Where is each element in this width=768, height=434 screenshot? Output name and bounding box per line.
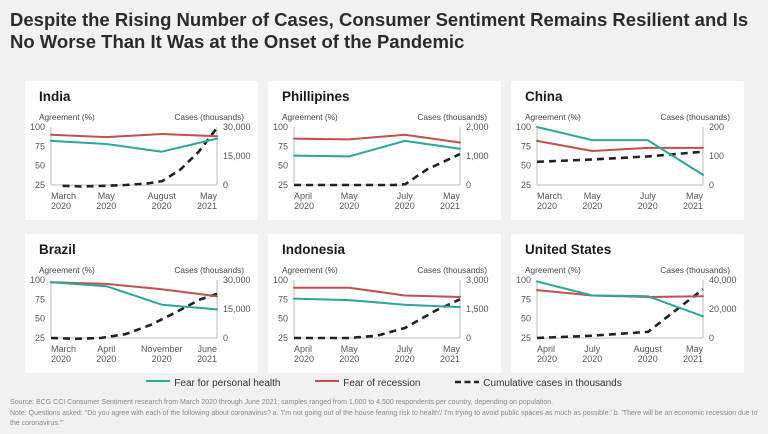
svg-text:2021: 2021 <box>440 201 460 211</box>
svg-text:May: May <box>584 191 602 201</box>
svg-text:15,000: 15,000 <box>223 151 251 161</box>
svg-text:2021: 2021 <box>197 354 217 364</box>
svg-text:2020: 2020 <box>582 354 602 364</box>
svg-text:July: July <box>397 344 414 354</box>
svg-text:2020: 2020 <box>152 354 172 364</box>
svg-text:2021: 2021 <box>683 354 703 364</box>
svg-text:75: 75 <box>521 294 531 304</box>
svg-text:100: 100 <box>273 275 288 285</box>
svg-text:75: 75 <box>278 141 288 151</box>
svg-text:0: 0 <box>466 333 471 343</box>
svg-text:2020: 2020 <box>537 201 557 211</box>
svg-text:50: 50 <box>278 161 288 171</box>
svg-text:April: April <box>537 344 555 354</box>
svg-text:25: 25 <box>35 180 45 190</box>
svg-text:May: May <box>686 344 704 354</box>
svg-text:April: April <box>97 344 115 354</box>
svg-text:2020: 2020 <box>339 354 359 364</box>
svg-text:2020: 2020 <box>339 201 359 211</box>
svg-text:May: May <box>200 191 218 201</box>
svg-text:25: 25 <box>278 333 288 343</box>
svg-text:May: May <box>341 191 359 201</box>
svg-text:July: July <box>397 191 414 201</box>
svg-text:March: March <box>51 344 76 354</box>
svg-text:100: 100 <box>516 122 531 132</box>
svg-text:75: 75 <box>35 294 45 304</box>
svg-text:0: 0 <box>223 333 228 343</box>
svg-text:2020: 2020 <box>395 354 415 364</box>
svg-text:100: 100 <box>30 275 45 285</box>
svg-text:March: March <box>537 191 562 201</box>
svg-text:2021: 2021 <box>197 201 217 211</box>
svg-text:November: November <box>141 344 183 354</box>
svg-text:3,000: 3,000 <box>466 275 489 285</box>
svg-text:50: 50 <box>35 161 45 171</box>
svg-text:0: 0 <box>223 180 228 190</box>
svg-text:July: July <box>584 344 601 354</box>
svg-text:May: May <box>443 344 461 354</box>
svg-text:1,500: 1,500 <box>466 304 489 314</box>
svg-text:0: 0 <box>466 180 471 190</box>
svg-text:2021: 2021 <box>683 201 703 211</box>
svg-text:May: May <box>98 191 116 201</box>
svg-text:June: June <box>197 344 217 354</box>
svg-text:0: 0 <box>709 333 714 343</box>
svg-text:15,000: 15,000 <box>223 304 251 314</box>
svg-text:2020: 2020 <box>294 354 314 364</box>
svg-text:March: March <box>51 191 76 201</box>
svg-text:30,000: 30,000 <box>223 275 251 285</box>
svg-text:1,000: 1,000 <box>466 151 489 161</box>
svg-text:200: 200 <box>709 122 724 132</box>
svg-text:100: 100 <box>273 122 288 132</box>
svg-text:50: 50 <box>35 314 45 324</box>
svg-text:May: May <box>443 191 461 201</box>
svg-text:April: April <box>294 344 312 354</box>
svg-text:50: 50 <box>278 314 288 324</box>
svg-text:May: May <box>341 344 359 354</box>
svg-text:July: July <box>640 191 657 201</box>
svg-text:2020: 2020 <box>51 354 71 364</box>
svg-text:100: 100 <box>516 275 531 285</box>
svg-text:25: 25 <box>35 333 45 343</box>
svg-text:2020: 2020 <box>96 201 116 211</box>
svg-text:75: 75 <box>521 141 531 151</box>
svg-text:2020: 2020 <box>51 201 71 211</box>
svg-text:2021: 2021 <box>440 354 460 364</box>
svg-text:2020: 2020 <box>537 354 557 364</box>
svg-text:April: April <box>294 191 312 201</box>
svg-text:100: 100 <box>30 122 45 132</box>
svg-text:0: 0 <box>709 180 714 190</box>
svg-text:50: 50 <box>521 161 531 171</box>
svg-text:2020: 2020 <box>395 201 415 211</box>
svg-text:2020: 2020 <box>152 201 172 211</box>
svg-text:30,000: 30,000 <box>223 122 251 132</box>
svg-text:100: 100 <box>709 151 724 161</box>
svg-text:2020: 2020 <box>294 201 314 211</box>
svg-text:25: 25 <box>278 180 288 190</box>
svg-text:50: 50 <box>521 314 531 324</box>
svg-text:75: 75 <box>35 141 45 151</box>
svg-text:May: May <box>686 191 704 201</box>
svg-text:2020: 2020 <box>638 201 658 211</box>
svg-text:2020: 2020 <box>96 354 116 364</box>
svg-text:75: 75 <box>278 294 288 304</box>
svg-text:2020: 2020 <box>638 354 658 364</box>
svg-text:2020: 2020 <box>582 201 602 211</box>
svg-text:40,000: 40,000 <box>709 275 737 285</box>
svg-text:2,000: 2,000 <box>466 122 489 132</box>
svg-text:August: August <box>634 344 663 354</box>
svg-text:25: 25 <box>521 333 531 343</box>
svg-text:25: 25 <box>521 180 531 190</box>
svg-text:August: August <box>148 191 177 201</box>
svg-text:20,000: 20,000 <box>709 304 737 314</box>
